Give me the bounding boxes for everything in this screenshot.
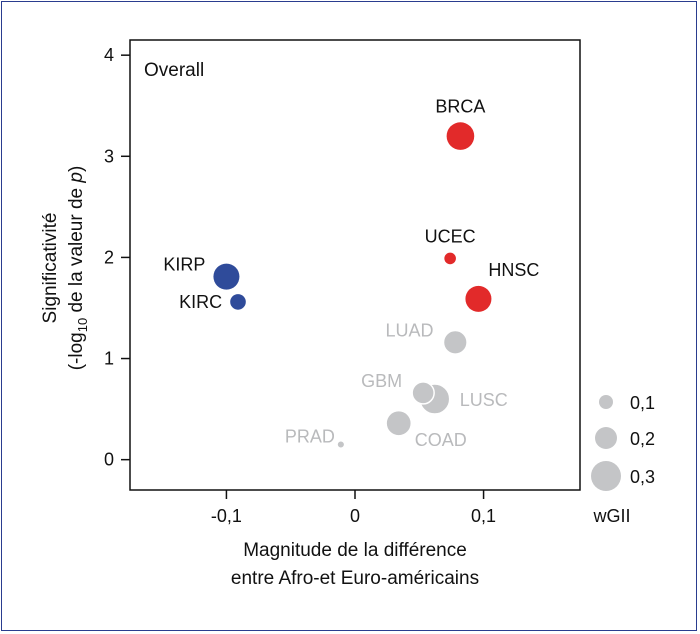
size-legend-label: 0,3: [630, 467, 655, 487]
size-legend-label: 0,1: [630, 393, 655, 413]
point-gbm: [411, 381, 435, 405]
y-tick-label: 4: [104, 45, 114, 65]
point-hnsc: [465, 285, 492, 312]
y-axis-title-middle: de la valeur de: [66, 183, 87, 318]
plot-area: [129, 39, 581, 491]
x-axis-title-line2: entre Afro-et Euro-américains: [231, 568, 479, 589]
y-axis-title-prefix: (-log: [66, 332, 87, 370]
size-legend-circle: [595, 427, 617, 449]
point-label-lusc: LUSC: [460, 390, 508, 410]
point-label-kirc: KIRC: [179, 292, 222, 312]
point-prad: [336, 439, 346, 450]
point-brca: [446, 122, 475, 150]
point-label-prad: PRAD: [285, 426, 335, 446]
x-tick-label: 0,1: [471, 506, 496, 526]
x-tick-label: 0: [350, 506, 360, 526]
y-axis-title-subscript: 10: [75, 318, 90, 332]
point-ucec: [444, 252, 456, 265]
point-label-kirp: KIRP: [163, 255, 205, 275]
size-legend-label: 0,2: [630, 429, 655, 449]
point-kirc: [230, 294, 246, 310]
y-axis-title-line1: Significativité: [40, 213, 61, 324]
point-kirp: [213, 263, 240, 290]
y-tick-label: 0: [104, 450, 114, 470]
y-tick-label: 1: [104, 349, 114, 369]
point-label-hnsc: HNSC: [488, 260, 539, 280]
x-axis-title-line1: Magnitude de la différence: [243, 540, 467, 561]
point-label-gbm: GBM: [361, 371, 402, 391]
size-legend-circle: [591, 461, 621, 491]
point-label-coad: COAD: [415, 430, 467, 450]
y-axis-title-suffix: ): [66, 166, 87, 172]
panel-label: Overall: [144, 60, 204, 81]
point-label-ucec: UCEC: [425, 227, 476, 247]
y-tick-label: 3: [104, 146, 114, 166]
point-coad: [385, 409, 413, 437]
point-label-brca: BRCA: [435, 96, 485, 116]
x-tick-label: -0,1: [211, 506, 242, 526]
y-axis-title-line2: (-log10 de la valeur de p): [66, 166, 90, 371]
y-axis-title-italic: p: [66, 172, 87, 184]
size-legend-title: wGII: [592, 506, 630, 526]
size-legend-circle: [599, 395, 613, 409]
point-luad: [442, 329, 468, 355]
point-label-luad: LUAD: [385, 320, 433, 340]
y-tick-label: 2: [104, 247, 114, 267]
